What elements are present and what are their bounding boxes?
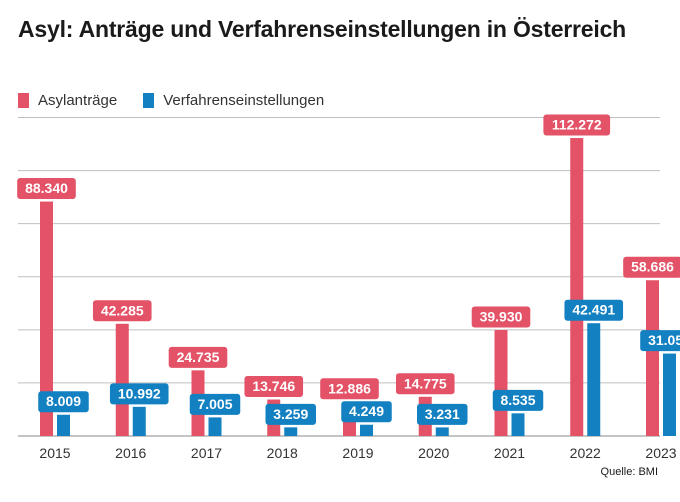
bar-asylantraege [646, 280, 659, 436]
x-tick-label: 2019 [342, 445, 373, 461]
data-label-box-verfahrenseinstellungen [341, 401, 392, 423]
bar-verfahrenseinstellungen [435, 427, 449, 436]
data-label-box-asylantraege [623, 256, 680, 278]
data-label-verfahrenseinstellungen: 8.009 [46, 393, 81, 409]
data-label-box-asylantraege [320, 378, 379, 400]
data-label-box-verfahrenseinstellungen [492, 389, 544, 411]
bar-verfahrenseinstellungen [511, 413, 525, 436]
x-tick-label: 2015 [39, 445, 70, 461]
data-label-asylantraege: 112.272 [552, 117, 602, 133]
data-label-box-verfahrenseinstellungen [109, 383, 169, 405]
data-label-box-verfahrenseinstellungen [189, 393, 241, 415]
data-label-asylantraege: 24.735 [177, 349, 220, 365]
data-label-verfahrenseinstellungen: 4.249 [349, 403, 384, 419]
data-label-asylantraege: 58.686 [631, 259, 674, 275]
legend-swatch-asylantraege [18, 92, 29, 108]
data-label-box-verfahrenseinstellungen [265, 403, 316, 425]
data-label-asylantraege: 12.886 [328, 380, 371, 396]
data-label-box-verfahrenseinstellungen [417, 403, 468, 425]
data-label-asylantraege: 88.340 [25, 180, 68, 196]
bar-asylantraege [115, 323, 129, 436]
legend-item-asylantraege: Asylanträge [18, 92, 117, 109]
data-label-box-verfahrenseinstellungen [640, 330, 680, 352]
data-label-asylantraege: 14.775 [404, 375, 447, 391]
x-tick-label: 2023 [645, 445, 676, 461]
data-label-box-asylantraege [395, 373, 455, 395]
bar-asylantraege [570, 138, 584, 437]
bar-verfahrenseinstellungen [284, 427, 298, 436]
data-label-verfahrenseinstellungen: 31.053 [648, 332, 680, 348]
data-label-verfahrenseinstellungen: 42.491 [572, 302, 615, 318]
data-label-verfahrenseinstellungen: 7.005 [197, 396, 232, 412]
x-tick-label: 2022 [570, 445, 601, 461]
data-label-box-asylantraege [92, 300, 152, 322]
bar-verfahrenseinstellungen [360, 424, 373, 436]
legend: Asylanträge Verfahrenseinstellungen [18, 90, 350, 110]
x-tick-label: 2021 [494, 445, 525, 461]
data-label-asylantraege: 39.930 [480, 309, 523, 325]
bar-asylantraege [494, 330, 508, 436]
data-label-box-verfahrenseinstellungen [564, 299, 624, 321]
data-label-verfahrenseinstellungen: 10.992 [118, 385, 161, 401]
data-label-verfahrenseinstellungen: 3.259 [273, 406, 308, 422]
bar-asylantraege [40, 201, 53, 436]
data-label-verfahrenseinstellungen: 8.535 [500, 392, 535, 408]
data-label-asylantraege: 42.285 [101, 302, 144, 318]
data-label-box-asylantraege [168, 346, 228, 368]
x-tick-label: 2016 [115, 445, 146, 461]
bar-verfahrenseinstellungen [208, 417, 222, 436]
bar-verfahrenseinstellungen [587, 323, 601, 436]
data-label-box-asylantraege [17, 178, 76, 200]
data-label-verfahrenseinstellungen: 3.231 [425, 406, 460, 422]
legend-label-verfahrenseinstellungen: Verfahrenseinstellungen [163, 91, 325, 109]
data-label-box-verfahrenseinstellungen [38, 391, 89, 413]
x-tick-label: 2020 [418, 445, 449, 461]
legend-item-verfahrenseinstellungen: Verfahrenseinstellungen [143, 92, 324, 109]
x-tick-label: 2018 [267, 445, 298, 461]
chart-title: Asyl: Anträge und Verfahrenseinstellunge… [18, 16, 627, 42]
x-tick-label: 2017 [191, 445, 222, 461]
data-label-box-asylantraege [471, 306, 531, 328]
bar-verfahrenseinstellungen [132, 406, 146, 436]
data-label-asylantraege: 13.746 [252, 378, 295, 394]
source-note: Quelle: BMI [600, 466, 658, 478]
data-label-box-asylantraege [543, 114, 611, 136]
data-label-box-asylantraege [244, 376, 304, 398]
bar-verfahrenseinstellungen [57, 414, 70, 436]
legend-label-asylantraege: Asylanträge [38, 91, 118, 109]
bar-verfahrenseinstellungen [663, 353, 676, 436]
legend-swatch-verfahrenseinstellungen [143, 92, 155, 108]
